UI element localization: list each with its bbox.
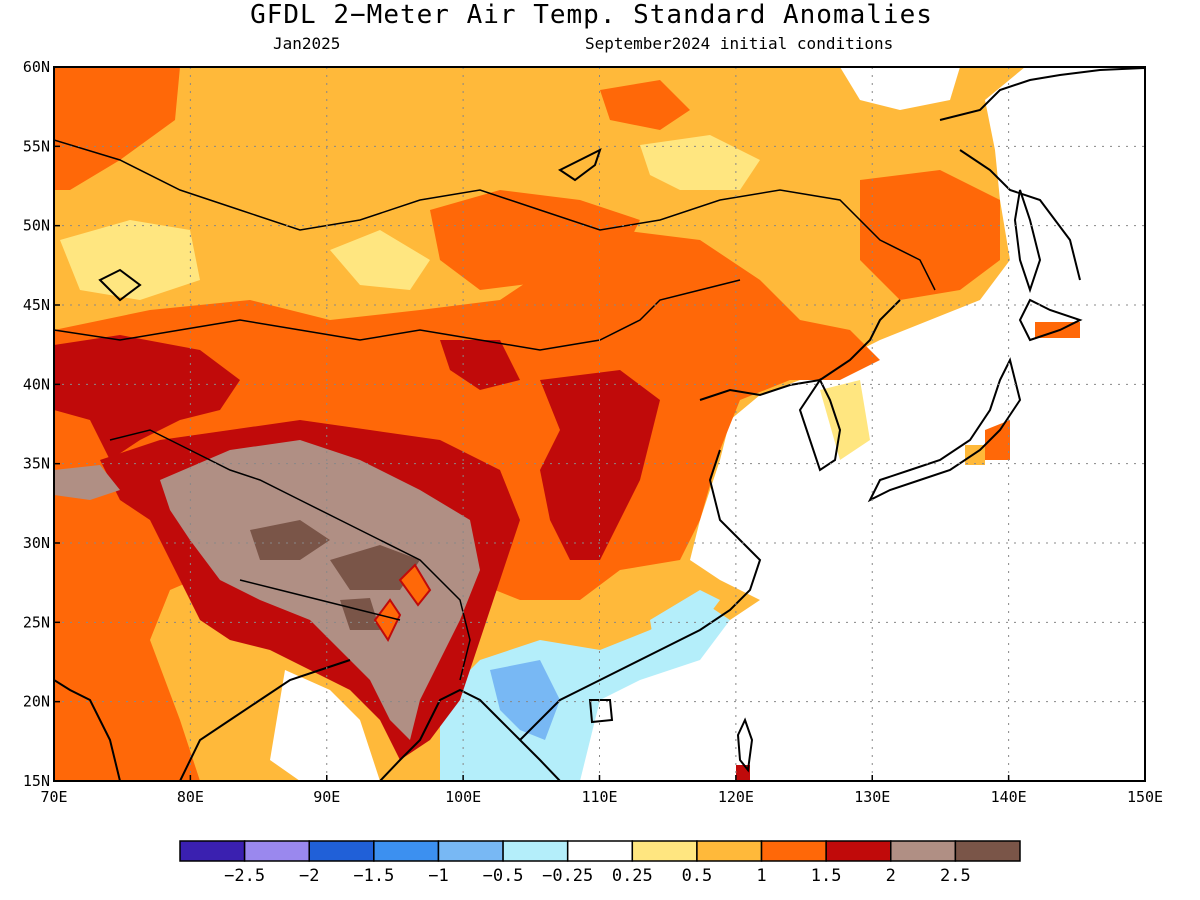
- colorbar: [179, 840, 1021, 862]
- anomaly-region-0.25-mongolia: [330, 230, 430, 290]
- anomaly-region-2-north-china: [540, 370, 660, 560]
- colorbar-swatch: [760, 840, 827, 862]
- anomaly-region-0.25-siberia: [640, 135, 760, 190]
- colorbar-swatch: [179, 840, 246, 862]
- colorbar-label: 2.5: [940, 866, 971, 886]
- caspian-shore: [98, 268, 142, 302]
- anomaly-region-0.25-korea: [820, 380, 870, 460]
- lon-tick-label: 100E: [445, 788, 481, 806]
- taiwan-coastline: [736, 717, 754, 773]
- colorbar-swatch: [631, 840, 698, 862]
- lon-tick-label: 140E: [991, 788, 1027, 806]
- colorbar-label: 2: [886, 866, 896, 886]
- colorbar-swatch: [437, 840, 504, 862]
- initial-conditions-label: September2024 initial conditions: [585, 34, 894, 53]
- country-borders: [54, 139, 936, 681]
- lon-tick-label: 90E: [313, 788, 340, 806]
- anomaly-region-1.5-mongolia-north: [430, 190, 640, 290]
- colorbar-label: 1: [756, 866, 766, 886]
- colorbar-swatch: [308, 840, 375, 862]
- lake-baikal: [558, 148, 602, 182]
- gridlines: [54, 67, 1145, 781]
- forecast-month-label: Jan2025: [273, 34, 341, 53]
- lat-tick-label: 55N: [23, 137, 50, 155]
- lon-tick-label: 70E: [40, 788, 67, 806]
- latitude-tick-labels: 15N 20N 25N 30N 35N 40N 45N 50N 55N 60N: [23, 58, 60, 790]
- anomaly-region-0.25-kazakhstan: [60, 220, 200, 300]
- lat-tick-label: 45N: [23, 296, 50, 314]
- longitude-tick-labels: 70E 80E 90E 100E 110E 120E 130E 140E 150E: [40, 775, 1163, 806]
- figure-title: GFDL 2−Meter Air Temp. Standard Anomalie…: [250, 0, 933, 30]
- colorbar-label: 0.5: [682, 866, 713, 886]
- lat-tick-label: 60N: [23, 58, 50, 76]
- anomaly-region-1.5-honshu: [985, 420, 1010, 460]
- anomaly-region-2-west: [54, 335, 240, 460]
- colorbar-swatch: [502, 840, 569, 862]
- lat-tick-label: 20N: [23, 693, 50, 711]
- anomaly-region-hotspot-1: [398, 563, 432, 607]
- lon-tick-label: 80E: [177, 788, 204, 806]
- lat-tick-label: 35N: [23, 455, 50, 473]
- colorbar-label: −0.25: [542, 866, 593, 886]
- anomaly-region-1.5-northwest: [54, 67, 180, 190]
- colorbar-label: −0.5: [483, 866, 524, 886]
- colorbar-label: −1: [428, 866, 448, 886]
- colorbar-swatch: [566, 840, 634, 862]
- lon-tick-label: 120E: [718, 788, 754, 806]
- colorbar-swatch: [890, 840, 957, 862]
- anomaly-region-2.5-west: [54, 465, 120, 500]
- colorbar-swatch: [696, 840, 763, 862]
- india-coastline: [54, 659, 351, 781]
- anomaly-region-2-mongolia: [440, 340, 520, 390]
- sakhalin-coastline: [1013, 189, 1042, 294]
- lat-tick-label: 25N: [23, 613, 50, 631]
- colorbar-label: 0.25: [612, 866, 653, 886]
- anomaly-region-2.5-tibet: [160, 440, 480, 740]
- anomaly-region-1.5-north-center: [600, 80, 690, 130]
- anomaly-region-3-tibet-east: [330, 545, 420, 590]
- lat-tick-label: 40N: [23, 375, 50, 393]
- lon-tick-label: 130E: [854, 788, 890, 806]
- lat-tick-label: 50N: [23, 217, 50, 235]
- colorbar-labels: −2.5 −2 −1.5 −1 −0.5 −0.25 0.25 0.5 1 1.5 2 2.5: [224, 866, 971, 886]
- anomaly-region-1.5-far-east: [860, 170, 1000, 300]
- anomaly-fields: [54, 67, 1145, 781]
- lat-tick-label: 30N: [23, 534, 50, 552]
- hainan-coastline: [588, 699, 614, 724]
- colorbar-swatch: [954, 840, 1021, 862]
- lat-tick-label: 15N: [23, 772, 50, 790]
- colorbar-label: 1.5: [811, 866, 842, 886]
- indochina-coastline: [379, 688, 561, 781]
- russia-coastline: [939, 67, 1145, 281]
- colorbar-swatch: [825, 840, 892, 862]
- anomaly-region-minus-0.5-southeast-coast: [650, 590, 720, 650]
- colorbar-swatch: [373, 840, 440, 862]
- coastlines: [54, 67, 1145, 781]
- anomaly-region-3-tibet: [250, 520, 330, 560]
- colorbar-label: −2: [299, 866, 319, 886]
- korea-coastline: [798, 378, 842, 472]
- japan-coastline: [867, 298, 1083, 503]
- anomaly-region-near-zero-bengal: [270, 670, 380, 781]
- colorbar-label: −2.5: [224, 866, 265, 886]
- lon-tick-label: 150E: [1127, 788, 1163, 806]
- lon-tick-label: 110E: [581, 788, 617, 806]
- anomaly-region-minus-1-indochina: [490, 660, 560, 740]
- anomaly-region-near-zero-northeast: [840, 67, 960, 110]
- colorbar-swatch: [243, 840, 310, 862]
- colorbar-label: −1.5: [353, 866, 394, 886]
- anomaly-region-hotspot-2: [373, 598, 402, 643]
